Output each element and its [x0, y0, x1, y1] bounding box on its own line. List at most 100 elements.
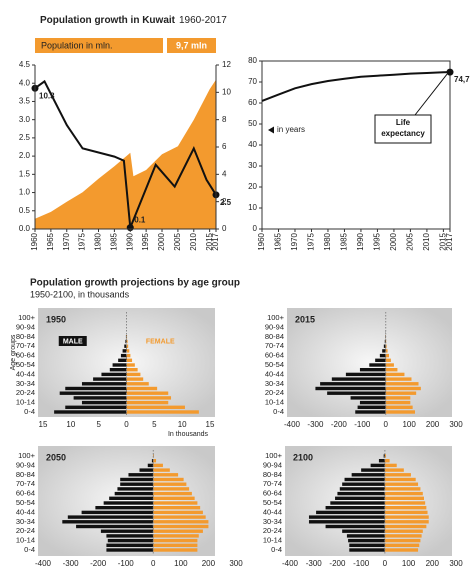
x-tick-label: 2017 [445, 232, 454, 250]
bar [384, 506, 427, 510]
bar [126, 368, 138, 372]
bar [342, 529, 385, 533]
bar [359, 400, 386, 405]
bar [100, 529, 154, 533]
x-tick-label: 1965 [46, 232, 55, 250]
y-tick-label: 20 [248, 182, 257, 191]
age-label: 70-74 [265, 341, 284, 350]
x-tick-label: 1975 [78, 232, 87, 250]
y-tick-label: 4.0 [19, 78, 31, 87]
bar [325, 506, 385, 510]
x-tick-label: 1995 [373, 232, 382, 250]
bar [385, 405, 413, 409]
y2-tick-label: 4 [222, 169, 227, 178]
age-label: 20-24 [16, 388, 35, 397]
legend-swatch [35, 38, 163, 53]
pyramid-title: 2050 [46, 452, 66, 462]
x-tick-label: 15 [206, 420, 215, 429]
plot-frame [261, 60, 451, 230]
bar [308, 515, 385, 519]
bar [117, 487, 154, 491]
x-tick-label: 1975 [307, 232, 316, 250]
bar [153, 515, 206, 519]
age-label: 100+ [265, 451, 283, 460]
age-label: 40-44 [265, 369, 284, 378]
y-tick-label: 2.0 [19, 151, 31, 160]
bar [139, 468, 154, 472]
bar [153, 538, 198, 543]
legend-label: MALE [63, 338, 83, 345]
bar [384, 339, 386, 344]
age-label: 80-84 [16, 470, 35, 479]
bar [59, 391, 127, 395]
bar [384, 477, 416, 482]
x-tick-label: 5 [152, 420, 157, 429]
bar [385, 349, 388, 353]
pyramid-title: 2100 [293, 452, 313, 462]
x-tick-label: 200 [202, 559, 216, 568]
bar [114, 491, 154, 496]
x-tick-label: 100 [174, 559, 188, 568]
bar [76, 524, 154, 529]
age-label: 30-34 [16, 517, 35, 526]
y-tick-label: 4.5 [19, 60, 31, 69]
bar [153, 524, 209, 529]
y2-tick-label: 2 [222, 197, 227, 206]
line [34, 79, 217, 228]
bar [384, 496, 424, 500]
bar [385, 368, 398, 372]
bar [316, 510, 385, 515]
bar [384, 510, 428, 515]
bar [73, 396, 127, 400]
data-label: 10.3 [39, 91, 55, 100]
bar [361, 468, 385, 472]
data-label: 0.1 [134, 216, 146, 225]
bar [151, 459, 154, 463]
bar [385, 377, 412, 381]
bar [109, 496, 154, 500]
y2-tick-label: 6 [222, 142, 227, 151]
legend-label: Population in mln. [41, 40, 113, 50]
bar [153, 529, 203, 533]
bar [126, 349, 130, 353]
x-tick-label: 2015 [205, 232, 214, 250]
bar [106, 534, 154, 538]
bar [124, 344, 127, 348]
bar [103, 501, 154, 505]
bar [385, 391, 417, 395]
age-label: 90-94 [16, 460, 35, 469]
x-tick-label: 2005 [406, 232, 415, 250]
bar [126, 386, 158, 391]
age-label: 60-64 [16, 351, 35, 360]
bar [385, 382, 419, 386]
bar [370, 463, 385, 468]
bar [385, 400, 411, 405]
age-label: 10-14 [16, 398, 35, 407]
age-label: 10-14 [263, 536, 282, 545]
y-tick-label: 0 [253, 224, 258, 233]
bar [128, 473, 154, 477]
x-tick-label: 1965 [274, 232, 283, 250]
bar [331, 377, 386, 381]
bar [384, 548, 419, 552]
age-label: 100+ [18, 313, 36, 322]
age-label: 60-64 [16, 489, 35, 498]
x-tick-label: -300 [306, 559, 323, 568]
bar [107, 538, 154, 543]
x-tick-label: -100 [118, 559, 135, 568]
note: in years [277, 125, 305, 134]
x-tick-label: 1960 [30, 232, 39, 250]
y-tick-label: 3.5 [19, 97, 31, 106]
bar [385, 396, 411, 400]
x-tick-label: 2015 [439, 232, 448, 250]
x-tick-label: 15 [39, 420, 48, 429]
highlight: 9,7 mln [176, 40, 207, 50]
x-tick-label: -300 [63, 559, 80, 568]
y-tick-label: 1.5 [19, 169, 31, 178]
bar [384, 529, 423, 533]
bar [120, 482, 154, 486]
x-tick-label: -400 [35, 559, 52, 568]
y2-tick-label: 10 [222, 87, 231, 96]
bar [153, 510, 203, 515]
